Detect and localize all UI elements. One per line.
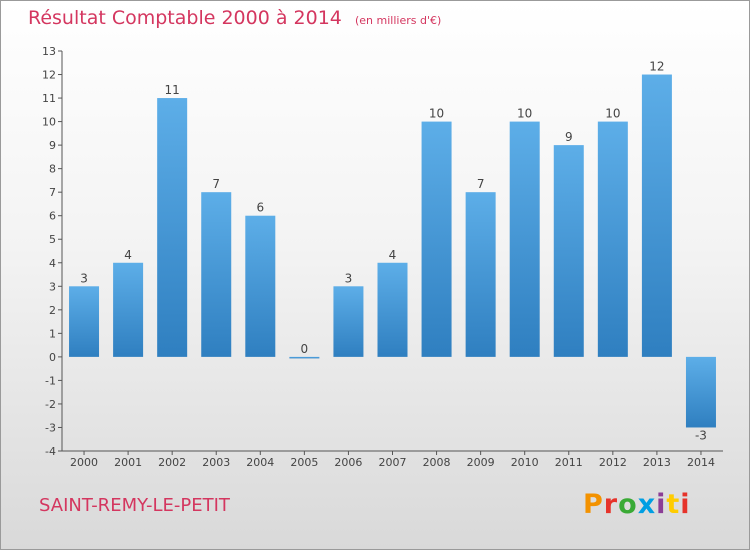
y-tick-label: 8 xyxy=(49,163,56,176)
logo-letter: r xyxy=(603,489,619,520)
y-tick-label: 9 xyxy=(49,139,56,152)
y-tick-label: 12 xyxy=(42,69,56,82)
y-tick-label: 0 xyxy=(49,351,56,364)
bar xyxy=(377,262,408,357)
bar-value-label: 11 xyxy=(165,83,180,97)
x-tick-label: 2009 xyxy=(467,456,495,469)
x-tick-label: 2006 xyxy=(334,456,362,469)
y-tick-label: 11 xyxy=(42,92,56,105)
bar-value-label: 3 xyxy=(80,271,88,285)
bar-value-label: 12 xyxy=(649,60,664,74)
bar-value-label: -3 xyxy=(695,428,707,442)
bar-value-label: 3 xyxy=(345,271,353,285)
bar xyxy=(421,121,452,357)
bar xyxy=(553,145,584,357)
x-tick-label: 2008 xyxy=(423,456,451,469)
bar xyxy=(113,262,144,357)
proxiti-logo[interactable]: Proxiti xyxy=(583,489,691,520)
y-tick-label: -4 xyxy=(45,445,56,458)
x-tick-label: 2014 xyxy=(687,456,715,469)
logo-letter: P xyxy=(583,489,604,520)
y-tick-label: 7 xyxy=(49,186,56,199)
y-tick-label: 13 xyxy=(42,45,56,58)
y-tick-label: 1 xyxy=(49,327,56,340)
x-tick-label: 2001 xyxy=(114,456,142,469)
title-row: Résultat Comptable 2000 à 2014 (en milli… xyxy=(28,7,441,29)
chart-subtitle: (en milliers d'€) xyxy=(354,14,442,27)
bar-value-label: 6 xyxy=(256,201,264,215)
logo-letter: i xyxy=(656,489,667,520)
x-tick-label: 2007 xyxy=(379,456,407,469)
logo-letter: t xyxy=(666,489,681,520)
x-tick-label: 2011 xyxy=(555,456,583,469)
bar xyxy=(245,215,276,357)
bar-value-label: 9 xyxy=(565,130,573,144)
bar xyxy=(333,286,364,357)
x-tick-label: 2010 xyxy=(511,456,539,469)
bar xyxy=(289,356,320,359)
bar-value-label: 4 xyxy=(389,248,397,262)
y-tick-label: 10 xyxy=(42,116,56,129)
x-tick-label: 2005 xyxy=(290,456,318,469)
bar xyxy=(69,286,100,357)
bar-value-label: 0 xyxy=(301,342,309,356)
chart-title: Résultat Comptable 2000 à 2014 xyxy=(28,7,342,29)
bar-value-label: 7 xyxy=(212,177,220,191)
bar xyxy=(157,98,188,357)
bar-value-label: 4 xyxy=(124,248,132,262)
commune-name: SAINT-REMY-LE-PETIT xyxy=(39,495,230,516)
x-tick-label: 2004 xyxy=(246,456,274,469)
y-tick-label: 4 xyxy=(49,257,56,270)
y-tick-label: 2 xyxy=(49,304,56,317)
y-tick-label: 6 xyxy=(49,210,56,223)
logo-letter: x xyxy=(637,489,657,520)
x-tick-label: 2003 xyxy=(202,456,230,469)
y-tick-label: 5 xyxy=(49,233,56,246)
y-tick-label: -1 xyxy=(45,374,56,387)
bar-value-label: 10 xyxy=(429,107,444,121)
x-tick-label: 2013 xyxy=(643,456,671,469)
logo-letter: i xyxy=(680,489,691,520)
bar xyxy=(201,192,232,357)
x-tick-label: 2002 xyxy=(158,456,186,469)
bar xyxy=(509,121,540,357)
bar xyxy=(465,192,496,357)
x-tick-label: 2000 xyxy=(70,456,98,469)
bar xyxy=(641,74,672,357)
bar xyxy=(597,121,628,357)
y-tick-label: -2 xyxy=(45,398,56,411)
bar-value-label: 10 xyxy=(605,107,620,121)
y-tick-label: 3 xyxy=(49,280,56,293)
bar-value-label: 10 xyxy=(517,107,532,121)
logo-letter: o xyxy=(618,489,638,520)
y-tick-label: -3 xyxy=(45,421,56,434)
x-tick-label: 2012 xyxy=(599,456,627,469)
bar-value-label: 7 xyxy=(477,177,485,191)
bar xyxy=(685,356,716,428)
